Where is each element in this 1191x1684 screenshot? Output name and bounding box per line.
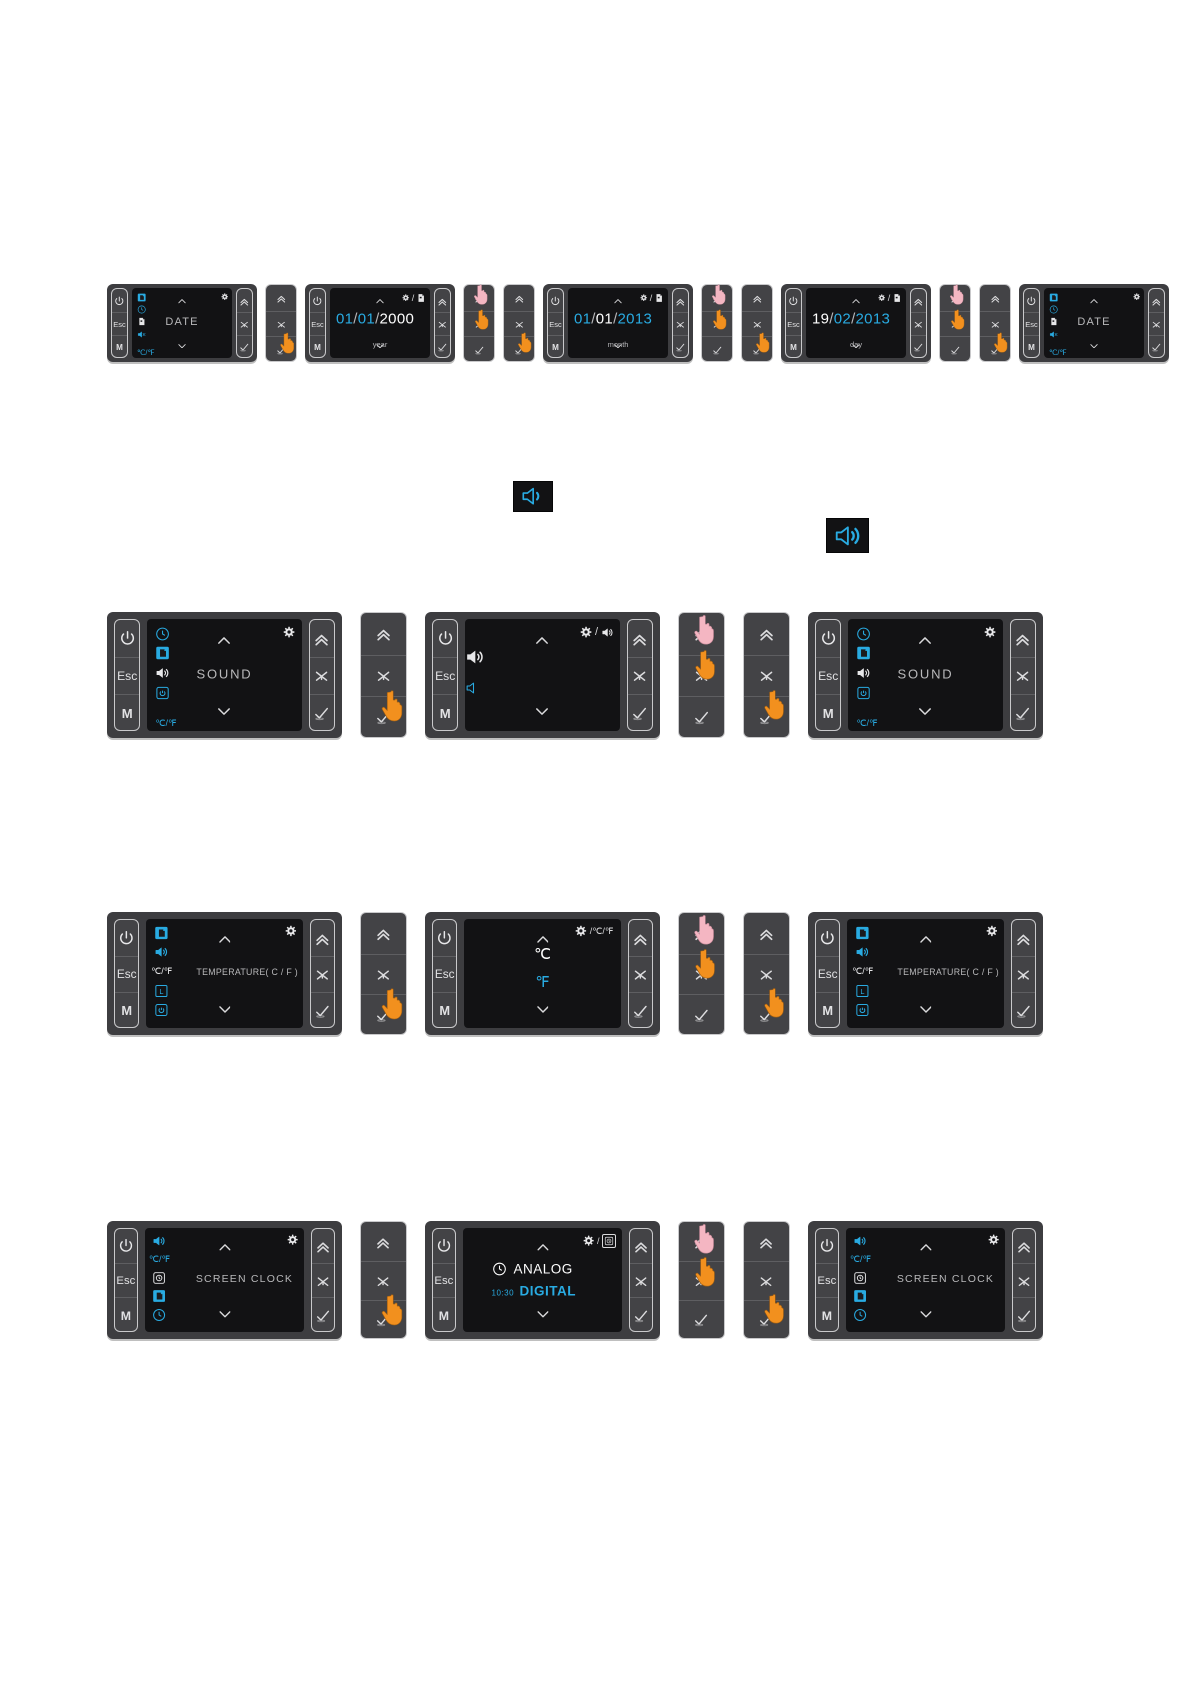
- svg-text:L: L: [160, 987, 164, 996]
- svg-text:L: L: [861, 987, 865, 996]
